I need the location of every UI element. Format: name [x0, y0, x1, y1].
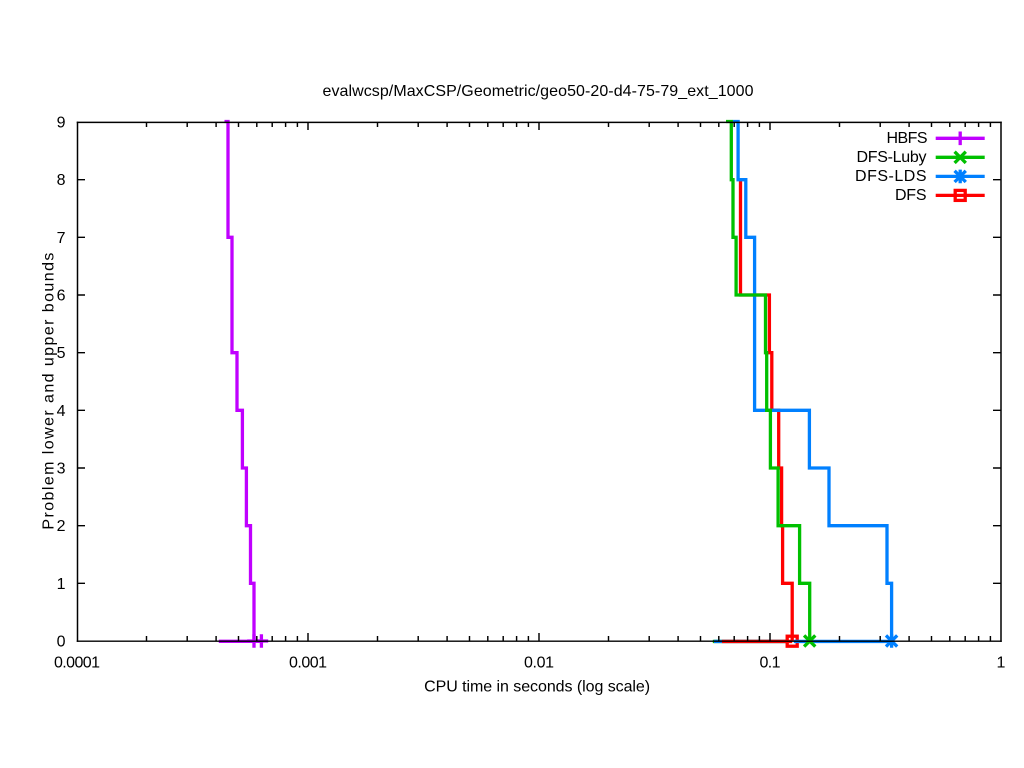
svg-text:9: 9 [57, 115, 66, 132]
svg-text:4: 4 [57, 403, 66, 420]
svg-text:0.001: 0.001 [289, 655, 327, 672]
svg-text:6: 6 [57, 288, 66, 305]
svg-text:DFS-Luby: DFS-Luby [857, 149, 927, 166]
svg-text:8: 8 [57, 172, 66, 189]
svg-text:DFS-LDS: DFS-LDS [855, 168, 927, 185]
svg-text:evalwcsp/MaxCSP/Geometric/geo5: evalwcsp/MaxCSP/Geometric/geo50-20-d4-75… [323, 83, 754, 100]
svg-text:5: 5 [57, 345, 66, 362]
svg-text:DFS: DFS [895, 187, 927, 204]
svg-text:3: 3 [57, 461, 66, 478]
svg-text:0.01: 0.01 [524, 655, 554, 672]
svg-text:2: 2 [57, 518, 66, 535]
svg-text:0.1: 0.1 [760, 655, 781, 672]
svg-text:HBFS: HBFS [887, 130, 928, 147]
svg-text:1: 1 [997, 655, 1006, 672]
svg-text:0: 0 [57, 634, 66, 651]
svg-text:Problem lower and upper bounds: Problem lower and upper bounds [41, 253, 58, 530]
svg-text:7: 7 [57, 230, 66, 247]
svg-text:CPU time in seconds (log scale: CPU time in seconds (log scale) [424, 679, 650, 696]
svg-text:1: 1 [57, 576, 66, 593]
svg-text:0.0001: 0.0001 [54, 655, 100, 672]
